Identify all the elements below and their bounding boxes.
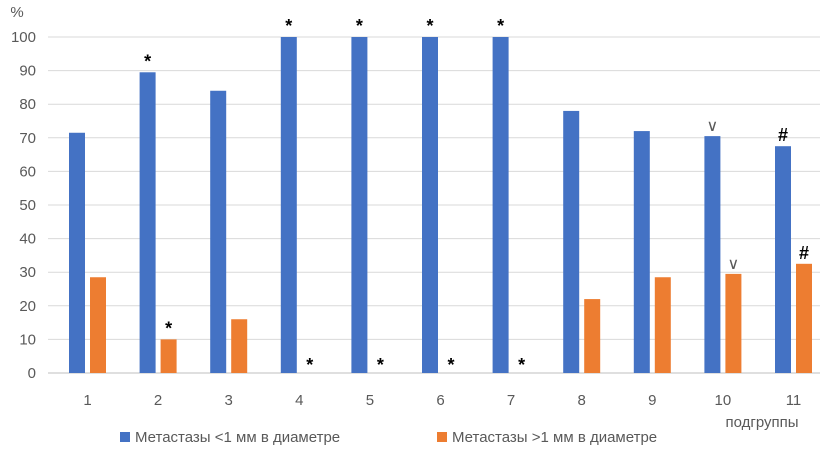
significance-marker: * <box>518 355 525 375</box>
significance-marker: * <box>377 355 384 375</box>
x-tick-label: 2 <box>154 392 162 409</box>
bar-series-2 <box>160 339 177 373</box>
y-tick-label: 0 <box>28 365 36 382</box>
y-unit-label: % <box>10 4 23 21</box>
y-tick-label: 90 <box>19 63 36 80</box>
x-tick-label: 9 <box>648 392 656 409</box>
x-tick-label: 3 <box>225 392 233 409</box>
bar-series-1 <box>633 131 650 373</box>
y-tick-label: 100 <box>11 29 36 46</box>
y-tick-label: 50 <box>19 197 36 214</box>
legend-label-series-2: Метастазы >1 мм в диаметре <box>452 429 657 446</box>
bar-series-1 <box>351 37 368 373</box>
x-tick-label: 7 <box>507 392 515 409</box>
significance-marker: * <box>356 16 363 36</box>
significance-marker: # <box>799 243 809 263</box>
bar-series-1 <box>563 110 580 374</box>
x-tick-label: 4 <box>295 392 303 409</box>
y-tick-label: 20 <box>19 298 36 315</box>
bar-series-1 <box>69 132 85 373</box>
x-tick-label: 11 <box>786 392 802 409</box>
x-tick-label: 6 <box>436 392 444 409</box>
significance-marker: * <box>306 355 313 375</box>
legend-label-series-1: Метастазы <1 мм в диаметре <box>135 429 340 446</box>
bar-series-2 <box>90 277 106 373</box>
y-tick-label: 30 <box>19 264 36 281</box>
bar-series-1 <box>210 90 227 373</box>
bar-series-2 <box>654 277 671 373</box>
bar-series-2 <box>584 299 601 373</box>
significance-markers: * * * * * * * * * * ∨ ∨ # # <box>144 16 809 375</box>
bar-series-2 <box>796 263 812 373</box>
x-tick-label: 1 <box>83 392 91 409</box>
bar-series-2 <box>231 319 248 373</box>
bar-series-1 <box>704 136 721 373</box>
bar-series-1 <box>280 37 297 373</box>
significance-marker: * <box>447 355 454 375</box>
x-tick-label: 10 <box>715 392 732 409</box>
x-tick-label: 5 <box>366 392 374 409</box>
bar-series-1 <box>422 37 438 373</box>
significance-marker: # <box>778 125 788 145</box>
bar-series-1 <box>492 37 509 373</box>
significance-marker: ∨ <box>728 256 740 273</box>
y-tick-label: 40 <box>19 231 36 248</box>
significance-marker: * <box>285 16 292 36</box>
legend-swatch-series-2 <box>437 432 447 442</box>
x-axis-label: подгруппы <box>725 414 798 431</box>
significance-marker: * <box>165 318 172 338</box>
y-tick-label: 60 <box>19 163 36 180</box>
x-tick-labels: 1 2 3 4 5 6 7 8 9 10 11 <box>83 392 801 409</box>
bar-series-1 <box>139 72 156 373</box>
significance-marker: * <box>144 51 151 71</box>
y-tick-label: 10 <box>19 331 36 348</box>
significance-marker: * <box>497 16 504 36</box>
y-tick-label: 70 <box>19 130 36 147</box>
y-tick-label: 80 <box>19 96 36 113</box>
bar-series-2 <box>725 273 742 373</box>
legend-swatch-series-1 <box>120 432 130 442</box>
legend: Метастазы <1 мм в диаметре Метастазы >1 … <box>120 429 657 446</box>
x-tick-label: 8 <box>578 392 586 409</box>
bars <box>69 37 812 374</box>
bar-series-1 <box>775 146 791 373</box>
significance-marker: ∨ <box>707 118 719 135</box>
y-tick-labels: 0 10 20 30 40 50 60 70 80 90 100 <box>11 29 36 382</box>
significance-marker: * <box>426 16 433 36</box>
